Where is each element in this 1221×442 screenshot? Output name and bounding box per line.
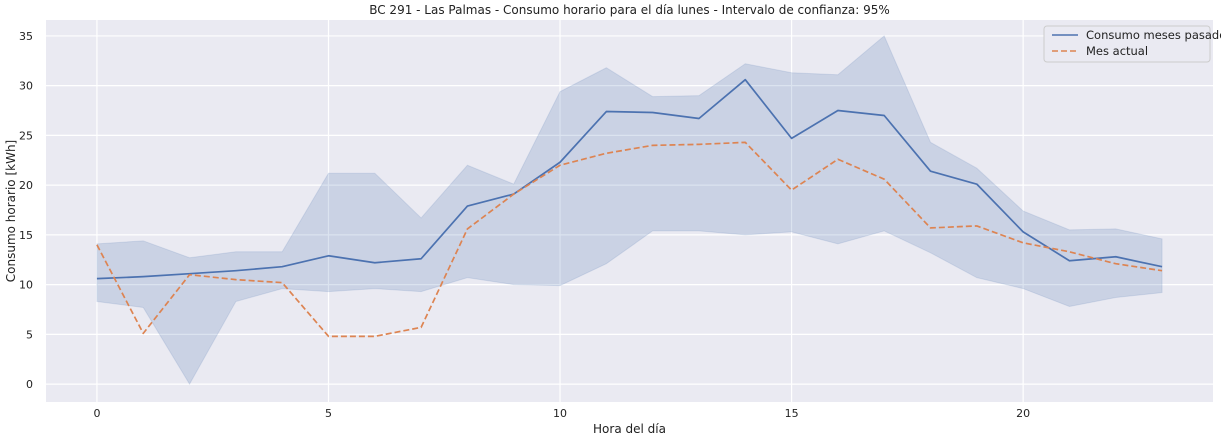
y-tick-label: 25 [19, 129, 33, 142]
y-tick-label: 5 [26, 328, 33, 341]
series-line-mes-actual [96, 141, 1163, 338]
x-axis-label: Hora del día [593, 422, 666, 436]
legend-label-mes-actual: Mes actual [1086, 44, 1148, 58]
x-tick-label: 15 [785, 407, 799, 420]
x-axis-ticks: 0 5 10 15 20 [93, 407, 1030, 420]
y-tick-label: 30 [19, 80, 33, 93]
x-tick-label: 20 [1016, 407, 1030, 420]
y-tick-label: 15 [19, 229, 33, 242]
legend-box [1043, 25, 1211, 63]
y-tick-label: 0 [26, 378, 33, 391]
legend: Consumo meses pasados Mes actual [1043, 25, 1221, 63]
confidence-band [96, 35, 1163, 386]
grid [46, 20, 1213, 402]
y-tick-label: 20 [19, 179, 33, 192]
chart-title: BC 291 - Las Palmas - Consumo horario pa… [369, 3, 890, 17]
y-axis-label: Consumo horario [kWh] [4, 140, 18, 282]
legend-label-consumo-meses-pasados: Consumo meses pasados [1086, 28, 1221, 42]
y-axis-ticks: 0 5 10 15 20 25 30 35 [19, 30, 33, 391]
y-tick-label: 35 [19, 30, 33, 43]
series-lines [96, 78, 1163, 338]
plot-background [46, 20, 1213, 402]
series-line-consumo-meses-pasados [96, 78, 1163, 280]
confidence-band-area [96, 35, 1163, 386]
x-tick-label: 5 [325, 407, 332, 420]
y-tick-label: 10 [19, 279, 33, 292]
x-tick-label: 10 [553, 407, 567, 420]
x-tick-label: 0 [93, 407, 100, 420]
